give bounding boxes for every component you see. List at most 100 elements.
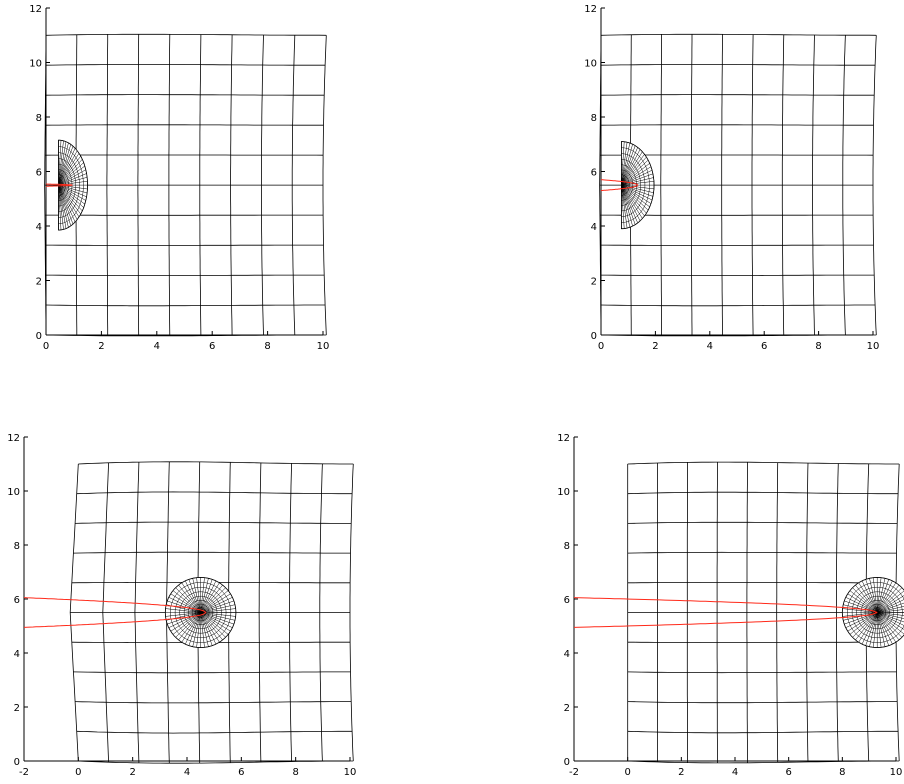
mesh-column-line (349, 463, 354, 762)
refined-ray (855, 584, 878, 613)
panel-top-left: 0 2 4 6 8 10 0 2 4 6 8 10 12 (29, 4, 329, 352)
refined-ray (196, 577, 201, 613)
refined-ray (188, 612, 201, 646)
refined-ray (181, 612, 201, 643)
refined-ray (876, 578, 886, 613)
refined-ray (185, 612, 201, 645)
mesh-row-line (600, 334, 877, 337)
refined-ray (58, 185, 64, 230)
x-tick-label: 2 (678, 767, 684, 778)
refined-ray (876, 582, 897, 613)
refined-ray (200, 612, 226, 638)
refined-ray (58, 150, 78, 186)
y-tick-label: 2 (36, 277, 42, 288)
refined-ray (200, 612, 233, 628)
mesh-row-line (45, 64, 326, 66)
mesh-column-line (230, 34, 233, 336)
mesh-row-line (627, 730, 899, 734)
mesh-column-line (776, 462, 779, 763)
refined-ray (876, 612, 889, 646)
refined-ray (58, 184, 76, 223)
mesh-row-line (627, 551, 897, 554)
refined-ray (865, 579, 878, 613)
refined-ray (621, 185, 638, 223)
refined-ray (200, 612, 217, 645)
refined-ray (849, 590, 878, 613)
refined-ray (58, 185, 62, 230)
y-tick-label: 6 (14, 595, 20, 606)
mesh-column-line (781, 34, 785, 336)
refined-ray (876, 612, 886, 647)
y-tick-label: 10 (7, 487, 20, 498)
refined-ray (847, 593, 878, 613)
coarse-mesh (627, 461, 900, 764)
refined-ray (845, 597, 878, 613)
refined-ray (188, 579, 201, 613)
refined-ray (877, 590, 904, 613)
mesh-row-line (600, 304, 876, 307)
refined-ray (58, 169, 86, 186)
refined-ray (845, 612, 878, 628)
refined-ray (200, 578, 209, 613)
mesh-column-line (812, 34, 815, 336)
refined-ray (621, 147, 638, 186)
y-tick-label: 4 (591, 222, 597, 233)
crack-upper-face (46, 183, 73, 186)
refined-ray (167, 612, 201, 625)
refined-ray (58, 144, 72, 186)
x-tick-label: 2 (652, 341, 658, 352)
refined-ray (58, 184, 81, 215)
y-tick-label: 6 (591, 168, 597, 179)
mesh-row-line (627, 701, 898, 704)
mesh-column-line (199, 34, 202, 336)
x-tick-label: 4 (707, 341, 713, 352)
crack-lower-face (23, 612, 207, 628)
refined-ray (621, 185, 633, 227)
refined-ray (58, 173, 87, 186)
refined-ray (200, 612, 205, 648)
refined-ray (621, 173, 653, 186)
mesh-row-line (627, 491, 899, 495)
refined-ray (621, 184, 649, 211)
refined-zone (58, 139, 88, 231)
refined-ray (200, 612, 213, 646)
mesh-column-line (322, 35, 327, 336)
refined-ray (178, 612, 201, 641)
mesh-column-line (690, 34, 693, 336)
refined-ray (621, 169, 653, 186)
refined-ray (200, 600, 234, 613)
refined-ray (175, 612, 201, 638)
refined-ray (200, 593, 231, 613)
x-tick-label: 6 (209, 341, 215, 352)
refined-ray (58, 185, 72, 226)
refined-ray (852, 587, 878, 613)
refined-ray (200, 582, 220, 613)
refined-ray (621, 141, 625, 186)
refined-ray (877, 584, 900, 613)
refined-ray (58, 148, 76, 186)
refined-ray (58, 184, 85, 205)
mesh-column-line (319, 463, 323, 762)
mesh-column-line (69, 463, 79, 762)
refined-ray (200, 612, 229, 635)
refined-ray (200, 587, 226, 613)
mesh-column-line (746, 462, 748, 763)
refined-ray (58, 184, 88, 194)
mesh-column-line (102, 462, 109, 763)
mesh-row-line (76, 730, 353, 734)
refined-ray (58, 156, 81, 186)
refined-ray (847, 612, 878, 632)
x-tick-label: 0 (598, 341, 604, 352)
refined-ray (200, 612, 220, 643)
mesh-row-line (627, 521, 898, 524)
refined-ray (621, 144, 633, 186)
refined-ray (58, 141, 67, 186)
y-tick-label: 4 (36, 222, 42, 233)
refined-ray (178, 584, 201, 613)
refined-ray (876, 577, 882, 613)
mesh-row-line (627, 461, 900, 465)
mesh-column-line (872, 35, 877, 336)
refined-ray (58, 184, 78, 220)
